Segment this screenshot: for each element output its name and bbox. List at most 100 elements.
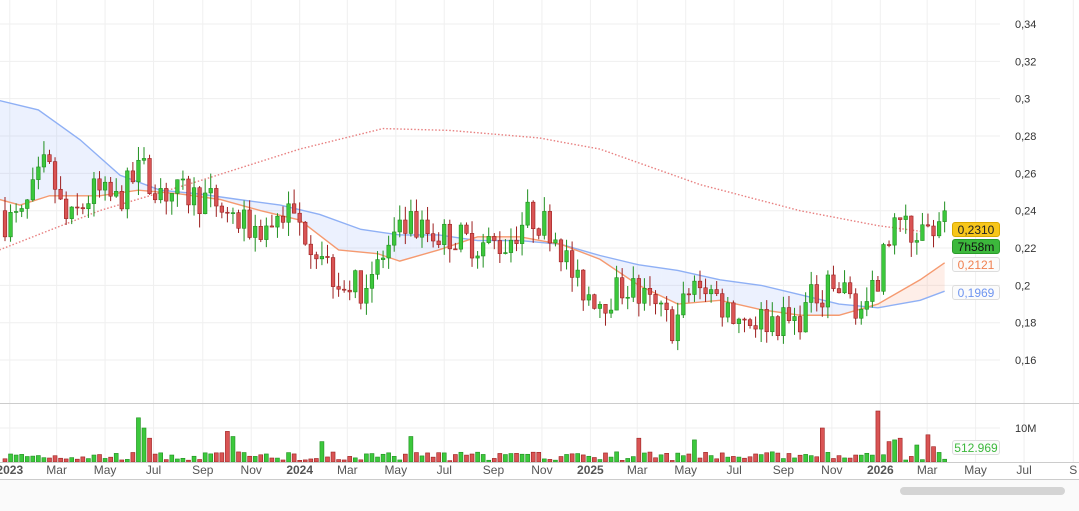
volume-bar <box>36 455 41 463</box>
ma-band-segment <box>16 104 22 205</box>
volume-bar <box>564 454 569 463</box>
candle-down <box>814 284 819 304</box>
volume-bar <box>536 452 542 463</box>
candle-down <box>547 211 552 244</box>
volume-bar <box>864 452 870 463</box>
volume-bar <box>436 452 441 463</box>
candle-up <box>881 244 886 292</box>
volume-bar <box>692 439 697 463</box>
volume-bar <box>731 456 736 463</box>
ma-band-segment <box>43 113 50 198</box>
volume-bar <box>397 459 403 463</box>
candle-down <box>925 224 931 227</box>
volume-bar <box>252 456 258 463</box>
price-tick-label: 0,2 <box>1015 280 1030 292</box>
candle-down <box>720 293 725 318</box>
volume-bar <box>553 459 558 463</box>
candle-down <box>464 224 469 234</box>
price-tick-label: 0,34 <box>1015 19 1036 31</box>
ma-band-segment <box>477 236 484 241</box>
ma-band-segment <box>672 269 678 305</box>
volume-bar <box>41 457 47 463</box>
candle-up <box>564 250 569 263</box>
volume-bar <box>386 452 391 463</box>
candle-up <box>264 225 269 240</box>
candle-down <box>330 257 336 287</box>
volume-bar <box>603 452 608 463</box>
volume-bar <box>202 452 208 463</box>
volume-bar <box>86 458 91 463</box>
volume-bar <box>469 453 475 463</box>
volume-bar <box>508 453 514 463</box>
candle-up <box>631 278 636 298</box>
candle-up <box>275 215 280 228</box>
volume-bar <box>697 457 703 463</box>
candle-up <box>675 314 680 342</box>
volume-bar <box>352 457 358 463</box>
ma-band-segment <box>927 270 934 298</box>
volume-bar <box>725 456 731 463</box>
candle-up <box>503 252 508 254</box>
candle-down <box>831 274 836 289</box>
volume-bar <box>291 453 297 463</box>
volume-bar <box>903 459 909 463</box>
time-axis-label: S <box>1069 463 1077 477</box>
time-axis-label: 2023 <box>0 463 23 477</box>
stock-chart[interactable]: 0,34 0,32 0,3 0,28 0,26 0,24 0,22 0,2 0,18 0,16 20… <box>0 0 1079 480</box>
ma-short-badge: 0,2121 <box>952 257 1000 272</box>
volume-bar <box>569 453 575 463</box>
ma-band-segment <box>905 284 912 303</box>
volume-bar <box>519 453 525 463</box>
ma-band-segment <box>310 212 317 233</box>
candle-up <box>36 166 41 180</box>
candle-down <box>258 225 263 240</box>
ma-band-segment <box>249 200 256 210</box>
volume-bar <box>525 453 530 463</box>
ma-band-segment <box>894 291 901 305</box>
candle-down <box>731 302 736 324</box>
candle-down <box>670 309 675 342</box>
candle-down <box>636 278 641 304</box>
candle-up <box>203 192 208 215</box>
ma-band-segment <box>510 236 517 241</box>
candle-up <box>286 203 291 223</box>
volume-bar <box>586 455 592 463</box>
volume-bar <box>447 460 453 463</box>
volume-bar <box>669 460 675 463</box>
candle-down <box>431 233 436 242</box>
candle-up <box>859 308 864 319</box>
time-axis-label: Jul <box>437 463 452 477</box>
ma-band-segment <box>933 266 940 296</box>
volume-bar <box>642 452 647 463</box>
ma-band-segment <box>271 203 278 215</box>
horizontal-scrollbar[interactable] <box>900 487 1065 495</box>
price-tick-label: 0,16 <box>1015 355 1036 367</box>
time-axis-label: Nov <box>241 463 262 477</box>
volume-bar <box>280 459 286 463</box>
candle-down <box>147 158 152 194</box>
volume-bar <box>225 431 230 463</box>
volume-bar <box>186 459 191 463</box>
volume-bar <box>547 459 553 463</box>
candle-up <box>253 225 258 238</box>
volume-bar <box>503 454 508 463</box>
volume-bar <box>236 451 241 463</box>
volume-bar <box>219 452 225 463</box>
candle-down <box>58 188 63 200</box>
candle-down <box>436 240 441 245</box>
ma-band-segment <box>622 260 628 278</box>
volume-bar <box>886 441 892 463</box>
volume-bar <box>647 451 653 463</box>
volume-bar <box>491 458 497 463</box>
price-tick-label: 0,26 <box>1015 168 1036 180</box>
candle-down <box>2 210 8 238</box>
candle-up <box>86 203 91 210</box>
candle-up <box>709 289 714 295</box>
ma-band-segment <box>0 100 5 202</box>
volume-bar <box>464 454 469 463</box>
volume-bar <box>608 456 614 463</box>
volume-bar <box>630 456 636 463</box>
candle-up <box>525 201 530 226</box>
volume-bar <box>380 453 386 463</box>
ma-band-segment <box>355 227 361 253</box>
